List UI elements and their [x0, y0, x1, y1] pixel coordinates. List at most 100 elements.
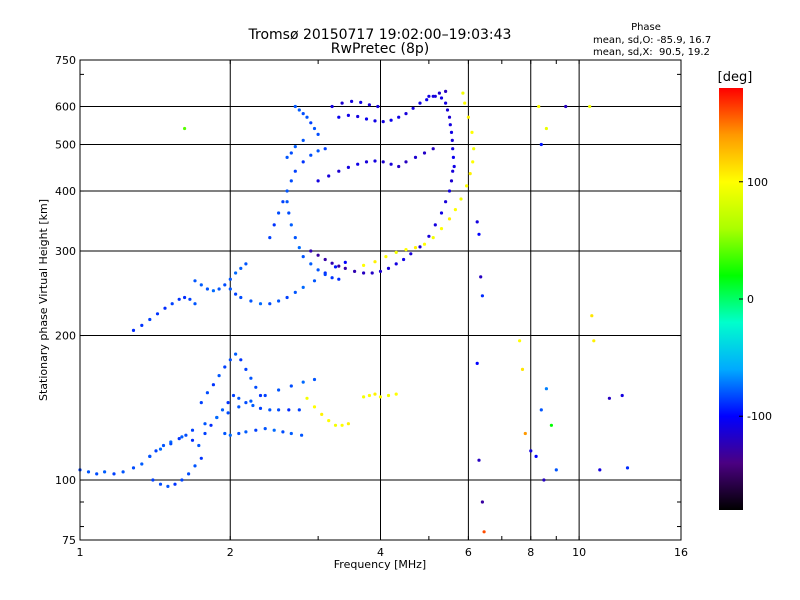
- data-point: [169, 442, 173, 446]
- data-point: [437, 91, 441, 95]
- data-point: [451, 147, 455, 151]
- data-point: [226, 401, 230, 405]
- data-point: [592, 339, 596, 343]
- data-point: [239, 295, 243, 300]
- data-point: [155, 312, 160, 316]
- data-point: [340, 101, 344, 105]
- data-point: [394, 392, 398, 396]
- data-point: [220, 408, 225, 412]
- data-point: [173, 482, 177, 486]
- data-point: [148, 454, 152, 458]
- data-point: [309, 262, 313, 266]
- data-point: [340, 423, 344, 427]
- data-point: [131, 466, 136, 470]
- data-point: [297, 246, 301, 250]
- data-point: [359, 100, 363, 104]
- data-point: [364, 117, 369, 121]
- data-point: [337, 169, 341, 173]
- data-point: [381, 120, 385, 124]
- data-point: [184, 433, 188, 437]
- y-axis-label: Stationary phase Virtual Height [km]: [37, 199, 50, 401]
- colorbar-tick-label: 100: [747, 176, 768, 189]
- data-point: [305, 396, 309, 400]
- data-point: [453, 208, 457, 212]
- data-point: [190, 438, 195, 442]
- data-point: [254, 385, 258, 389]
- data-point: [333, 265, 338, 269]
- data-point: [463, 101, 467, 105]
- data-point: [148, 317, 152, 322]
- data-point: [394, 262, 398, 266]
- data-point: [356, 114, 360, 119]
- data-point: [394, 250, 398, 254]
- data-point: [337, 264, 341, 268]
- y-tick-label: 500: [55, 139, 76, 152]
- data-point: [183, 295, 187, 300]
- data-point: [362, 263, 366, 267]
- data-point: [244, 401, 248, 405]
- data-point: [209, 423, 213, 427]
- data-point: [452, 164, 456, 169]
- data-point: [217, 287, 221, 291]
- data-point: [309, 249, 313, 253]
- data-point: [193, 302, 197, 306]
- data-point: [228, 287, 232, 291]
- data-point: [103, 470, 107, 474]
- data-point: [625, 466, 630, 470]
- data-point: [470, 130, 474, 134]
- data-point: [448, 123, 452, 127]
- data-point: [471, 160, 475, 164]
- x-tick-label: 16: [674, 546, 688, 559]
- data-point: [293, 169, 297, 173]
- data-point: [542, 478, 546, 482]
- data-point: [447, 115, 452, 119]
- data-point: [367, 103, 371, 107]
- data-point: [480, 500, 484, 504]
- data-point: [404, 112, 408, 116]
- data-point: [364, 160, 369, 164]
- chart-title: Tromsø 20150717 19:02:00–19:03:43: [248, 27, 512, 43]
- data-point: [205, 287, 209, 291]
- data-point: [411, 106, 415, 110]
- data-point: [281, 430, 285, 434]
- data-point: [277, 299, 281, 303]
- data-point: [301, 112, 305, 116]
- data-point: [237, 405, 241, 409]
- data-point: [287, 211, 291, 215]
- data-point: [158, 482, 163, 486]
- data-point: [289, 431, 293, 436]
- data-point: [413, 246, 418, 250]
- data-point: [350, 99, 354, 103]
- data-point: [373, 119, 377, 123]
- data-point: [249, 376, 253, 380]
- data-point: [258, 393, 263, 398]
- data-point: [461, 91, 465, 95]
- data-point: [190, 428, 195, 432]
- y-tick-label: 200: [55, 330, 76, 343]
- data-point: [373, 392, 377, 396]
- data-point: [183, 126, 187, 131]
- data-point: [323, 257, 327, 262]
- data-point: [444, 89, 448, 93]
- data-point: [177, 437, 181, 441]
- data-point: [86, 470, 91, 474]
- data-point: [529, 449, 533, 453]
- data-point: [333, 423, 338, 427]
- data-point: [203, 431, 207, 436]
- data-point: [188, 297, 192, 301]
- data-point: [320, 412, 324, 416]
- data-point: [362, 271, 366, 275]
- data-point: [197, 443, 201, 448]
- data-point: [409, 252, 413, 256]
- colorbar-tick-label: 0: [747, 293, 754, 306]
- data-point: [293, 290, 297, 294]
- data-point: [199, 401, 203, 405]
- data-point: [287, 408, 291, 412]
- data-point: [425, 98, 429, 102]
- data-point: [112, 472, 116, 476]
- data-point: [263, 427, 267, 431]
- data-point: [312, 405, 317, 409]
- data-point: [316, 268, 320, 272]
- data-point: [549, 423, 554, 427]
